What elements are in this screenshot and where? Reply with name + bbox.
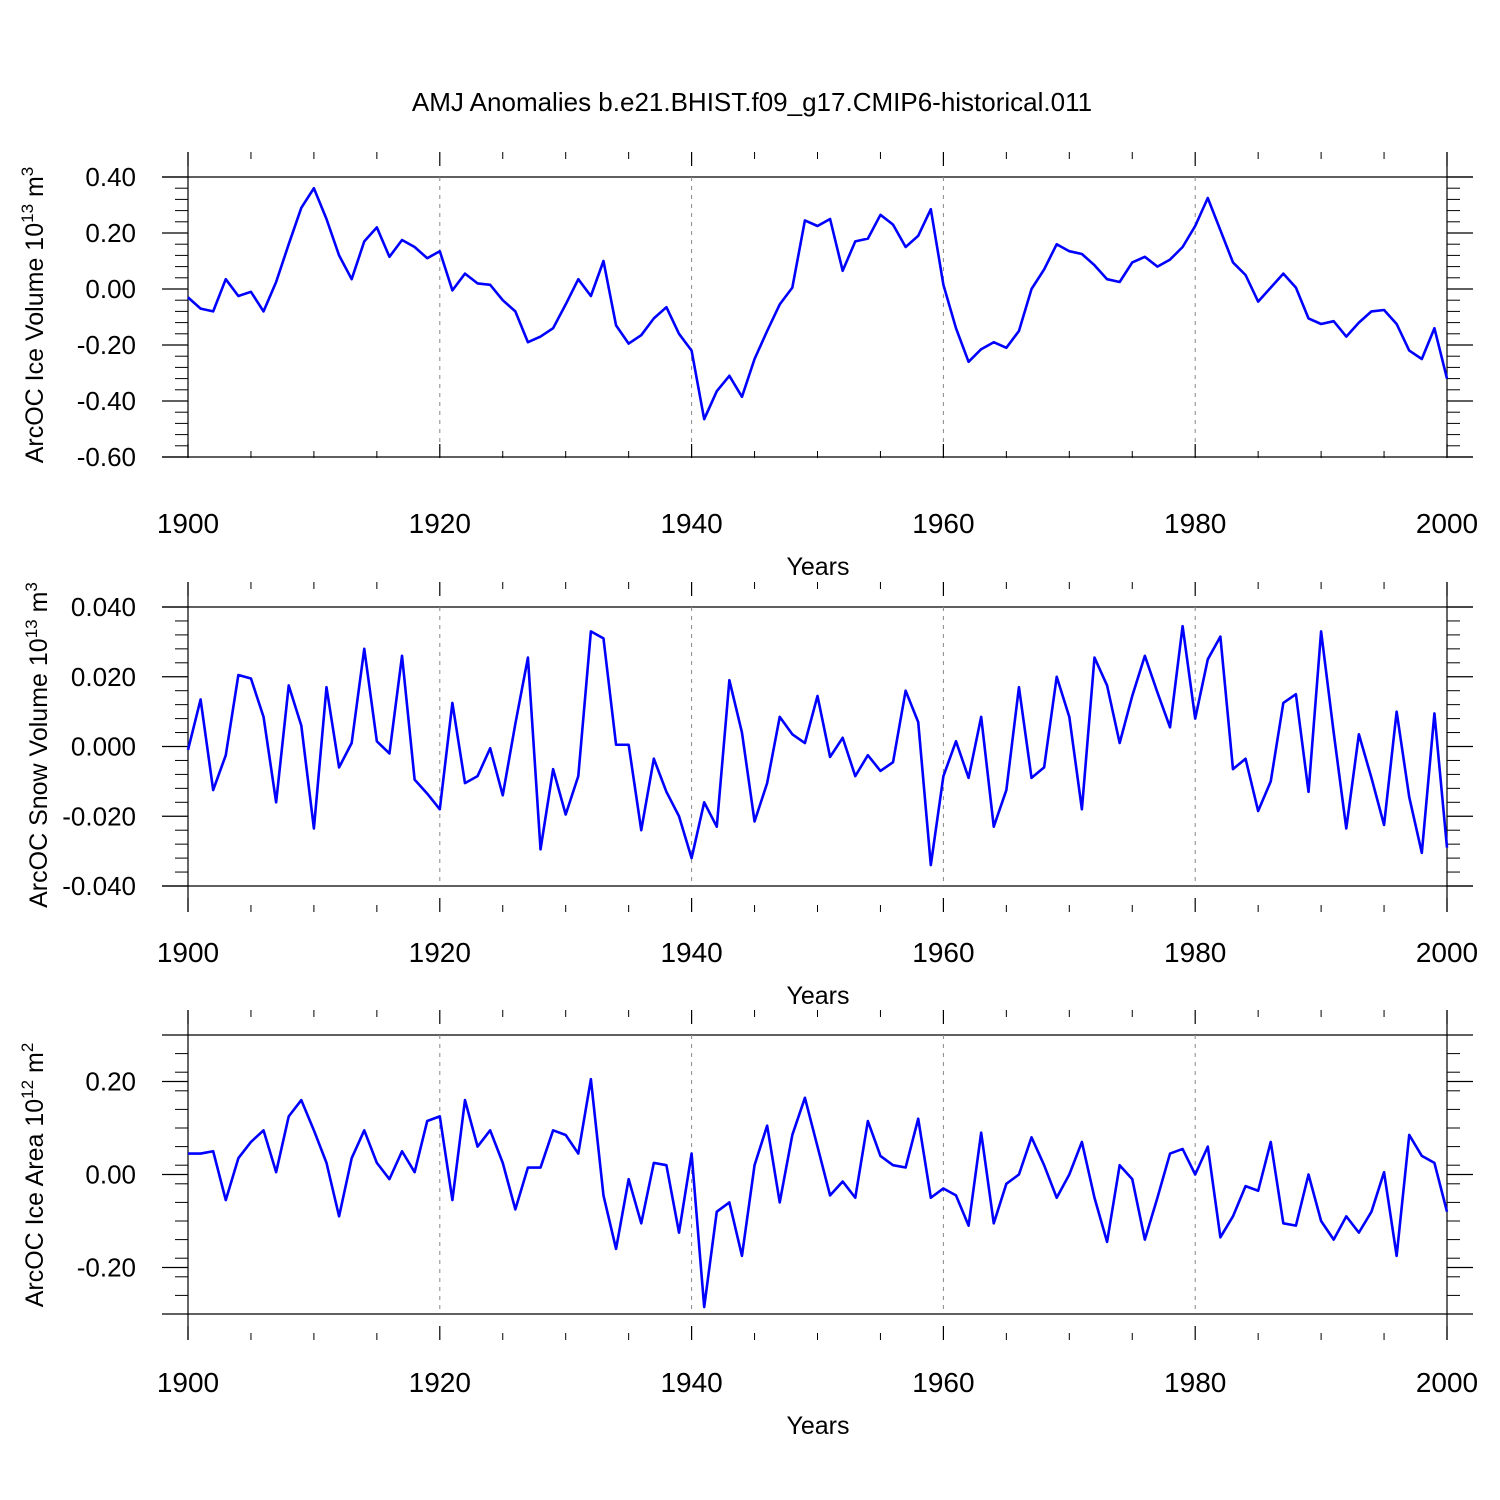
y-tick-label: 0.020 (71, 662, 136, 692)
chart-panels: 1900 1920 1940 1960 1980 2000 -0.60 -0.40 -0.20 0… (18, 152, 1478, 1440)
panel-2: 1900 1920 1940 1960 1980 2000 -0.040 -0.020 0.00… (22, 582, 1478, 1010)
x-tick-label: 1980 (1164, 937, 1226, 968)
y-tick-label: 0.000 (71, 732, 136, 762)
x-tick-label: 2000 (1416, 937, 1478, 968)
panel-1: 1900 1920 1940 1960 1980 2000 -0.60 -0.40 -0.20 0… (18, 152, 1478, 581)
x-axis-title: Years (786, 553, 849, 581)
y-tick-label: 0.040 (71, 592, 136, 622)
x-tick-label: 1980 (1164, 508, 1226, 539)
y-tick-label: -0.60 (77, 442, 136, 472)
x-tick-label: 2000 (1416, 508, 1478, 539)
x-tick-label: 2000 (1416, 1367, 1478, 1398)
y-axis-title: ArcOC Snow Volume 1013 m3 (22, 582, 53, 908)
x-axis-title: Years (786, 1412, 849, 1440)
series-line (187, 186, 1449, 421)
x-tick-label: 1920 (409, 937, 471, 968)
y-tick-label: 0.00 (85, 1160, 136, 1190)
x-tick-label: 1960 (912, 508, 974, 539)
series-line (188, 1077, 1449, 1309)
x-tick-label: 1920 (409, 1367, 471, 1398)
y-axis-title: ArcOC Ice Area 1012 m2 (18, 1043, 49, 1308)
x-tick-label: 1900 (157, 937, 219, 968)
y-axis-title: ArcOC Ice Volume 1013 m3 (18, 167, 49, 464)
x-tick-label: 1960 (912, 1367, 974, 1398)
x-tick-label: 1920 (409, 508, 471, 539)
y-tick-label: -0.20 (77, 1253, 136, 1283)
y-tick-label: -0.020 (62, 801, 136, 831)
series-line (186, 624, 1449, 867)
y-tick-label: -0.040 (62, 871, 136, 901)
y-tick-label: -0.40 (77, 386, 136, 416)
x-tick-label: 1900 (157, 1367, 219, 1398)
x-tick-label: 1980 (1164, 1367, 1226, 1398)
y-tick-label: 0.00 (85, 274, 136, 304)
y-tick-label: 0.40 (85, 162, 136, 192)
x-axis-title: Years (786, 982, 849, 1010)
y-tick-label: 0.20 (85, 218, 136, 248)
x-tick-label: 1940 (660, 1367, 722, 1398)
y-tick-label: -0.20 (77, 330, 136, 360)
x-tick-label: 1960 (912, 937, 974, 968)
x-tick-label: 1940 (660, 508, 722, 539)
x-tick-label: 1940 (660, 937, 722, 968)
panel-3: 1900 1920 1940 1960 1980 2000 -0.20 0.00 0.20 Yea… (18, 1010, 1478, 1440)
y-tick-label: 0.20 (85, 1067, 136, 1097)
x-tick-label: 1900 (157, 508, 219, 539)
chart-title: AMJ Anomalies b.e21.BHIST.f09_g17.CMIP6-… (412, 87, 1092, 117)
